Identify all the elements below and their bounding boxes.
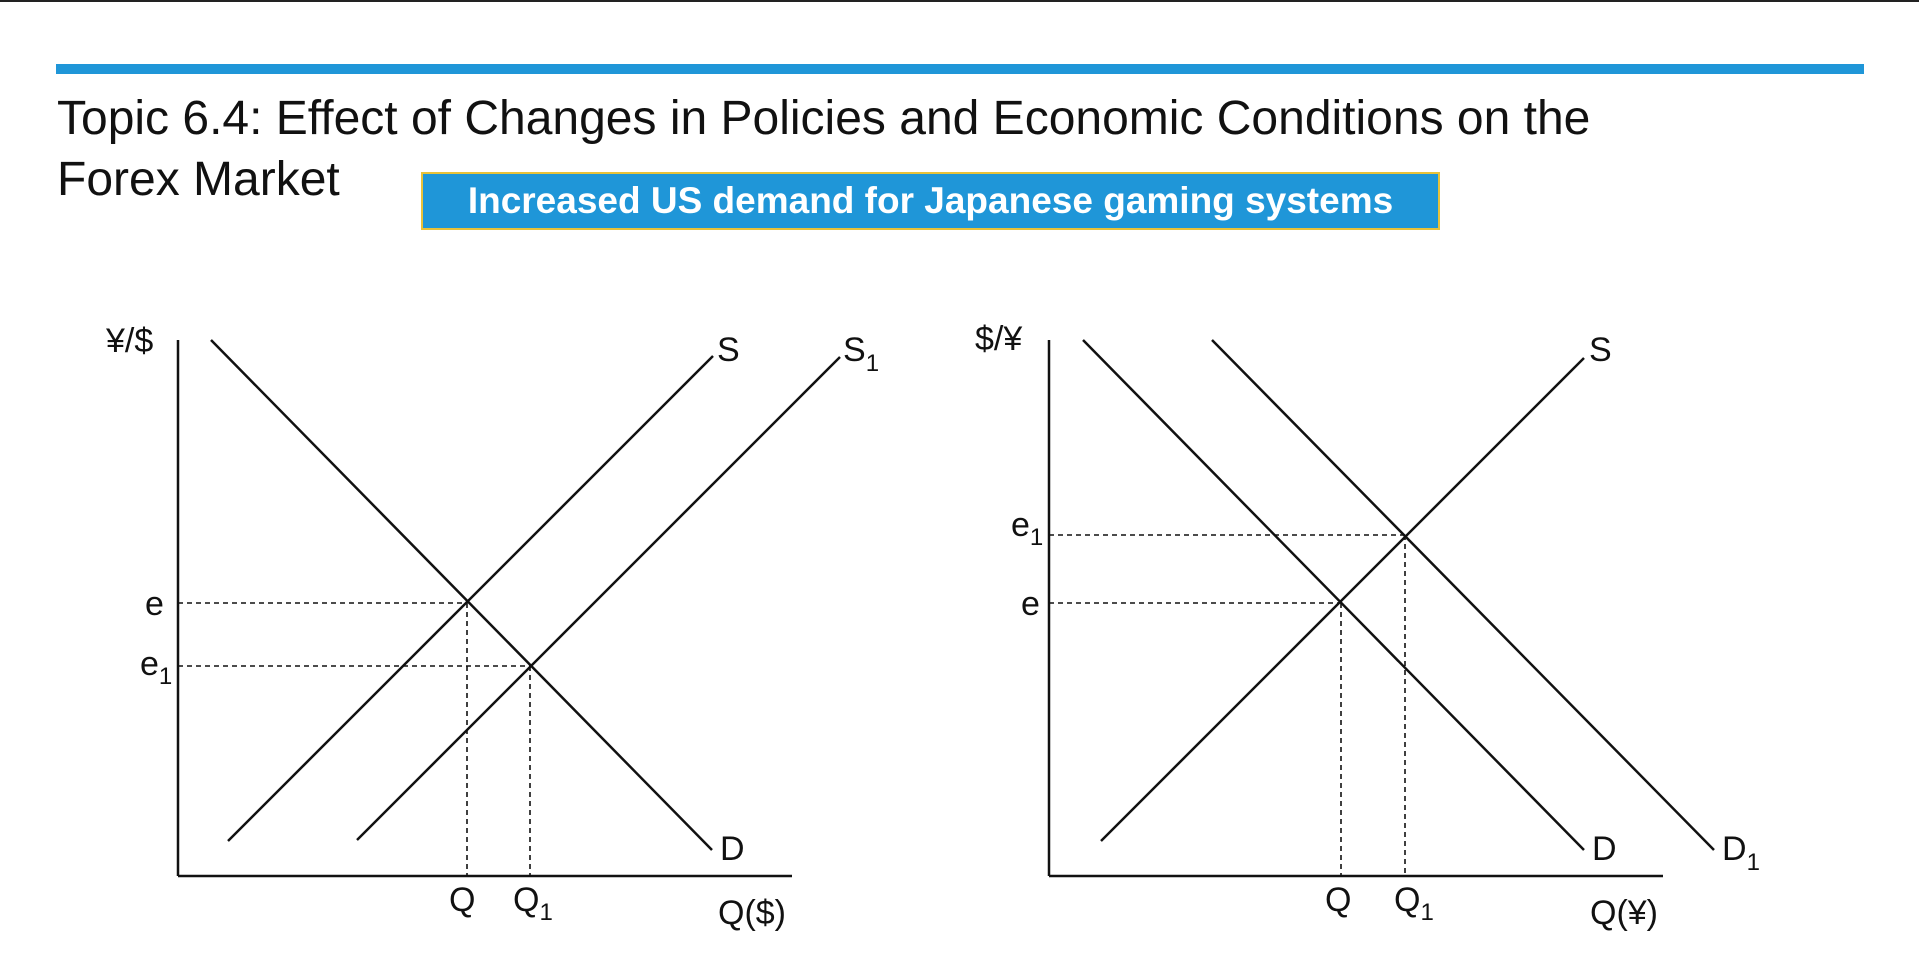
title-line-2: Forex Market (57, 153, 340, 206)
left-e1-main: e (140, 645, 159, 683)
left-s1-label: S1 (843, 331, 879, 377)
scenario-banner: Increased US demand for Japanese gaming … (421, 172, 1440, 230)
right-x-axis-label: Q(¥) (1590, 894, 1658, 932)
left-e1-label: e1 (140, 645, 172, 690)
right-e1-label: e1 (1011, 506, 1043, 551)
right-d1-label: D1 (1722, 830, 1760, 876)
right-supply-curve (1100, 357, 1585, 842)
right-e-label: e (1021, 585, 1040, 623)
left-supply-curve (227, 355, 714, 842)
left-q1-label: Q1 (513, 881, 553, 926)
right-guides (1049, 534, 1406, 876)
right-d1-main: D (1722, 830, 1747, 868)
right-e1-main: e (1011, 506, 1030, 544)
right-graph (1047, 339, 1715, 878)
right-q-label: Q (1325, 881, 1351, 919)
right-d1-sub: 1 (1747, 849, 1760, 876)
left-demand-curve (210, 339, 713, 851)
top-border (0, 0, 1919, 2)
right-q1-label: Q1 (1394, 881, 1434, 926)
left-s1-sub: 1 (866, 350, 879, 377)
right-e1-sub: 1 (1030, 524, 1043, 551)
left-y-axis-label: ¥/$ (105, 322, 153, 360)
right-q1-main: Q (1394, 881, 1420, 919)
slide-title: Topic 6.4: Effect of Changes in Policies… (57, 88, 1757, 210)
right-d-label: D (1592, 830, 1617, 868)
left-e1-sub: 1 (159, 663, 172, 690)
right-demand-curve (1082, 339, 1585, 851)
right-q1-sub: 1 (1420, 899, 1433, 926)
left-supply-curve-1 (356, 356, 841, 841)
left-graph (176, 339, 841, 878)
left-s1-main: S (843, 331, 866, 369)
left-d-label: D (720, 830, 745, 868)
right-demand-curve-1 (1211, 339, 1715, 851)
left-q1-main: Q (513, 881, 539, 919)
title-line-1: Topic 6.4: Effect of Changes in Policies… (57, 92, 1591, 145)
left-e-label: e (145, 585, 164, 623)
left-q-label: Q (449, 881, 475, 919)
right-y-axis-label: $/¥ (975, 320, 1022, 358)
left-guides (178, 602, 531, 876)
accent-bar (56, 64, 1864, 74)
left-q1-sub: 1 (539, 899, 552, 926)
right-s-label: S (1589, 331, 1612, 369)
left-s-label: S (717, 331, 740, 369)
left-x-axis-label: Q($) (718, 894, 786, 932)
